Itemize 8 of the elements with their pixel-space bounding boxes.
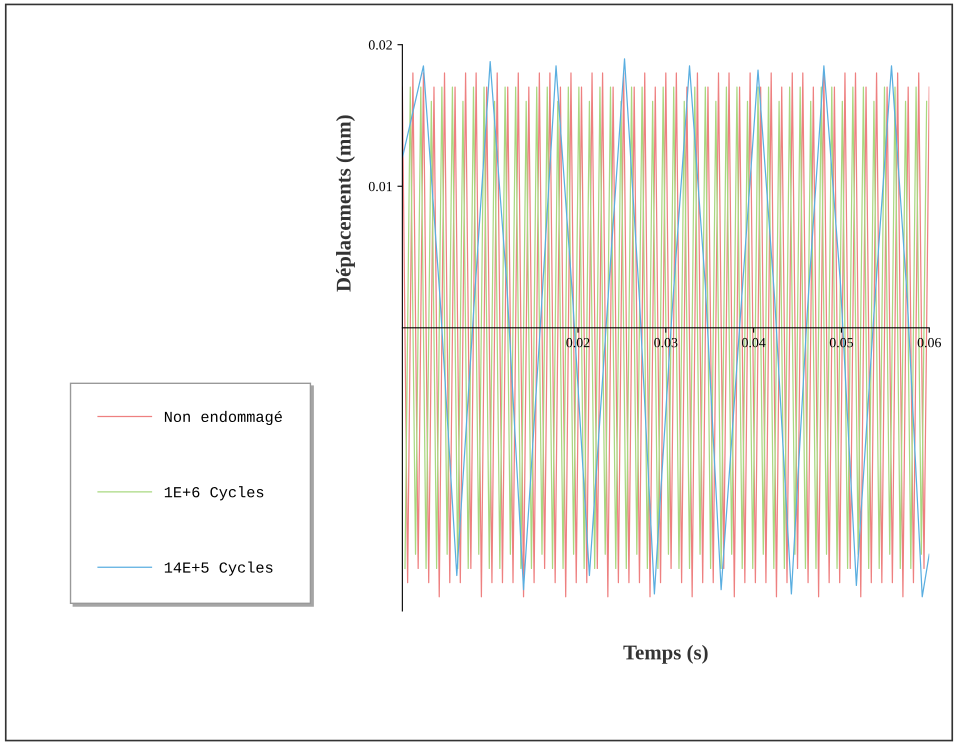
legend-label: Non endommagé [164,410,282,426]
y-axis-title: Déplacements (mm) [336,115,355,292]
x-tick-label: 0.04 [742,338,766,348]
y-tick-label: 0.01 [368,182,392,192]
x-tick-label: 0.06 [918,338,941,348]
legend-label: 14E+5 Cycles [164,562,272,576]
x-axis-title: Temps (s) [623,644,708,664]
legend-label: 1E+6 Cycles [164,486,264,500]
